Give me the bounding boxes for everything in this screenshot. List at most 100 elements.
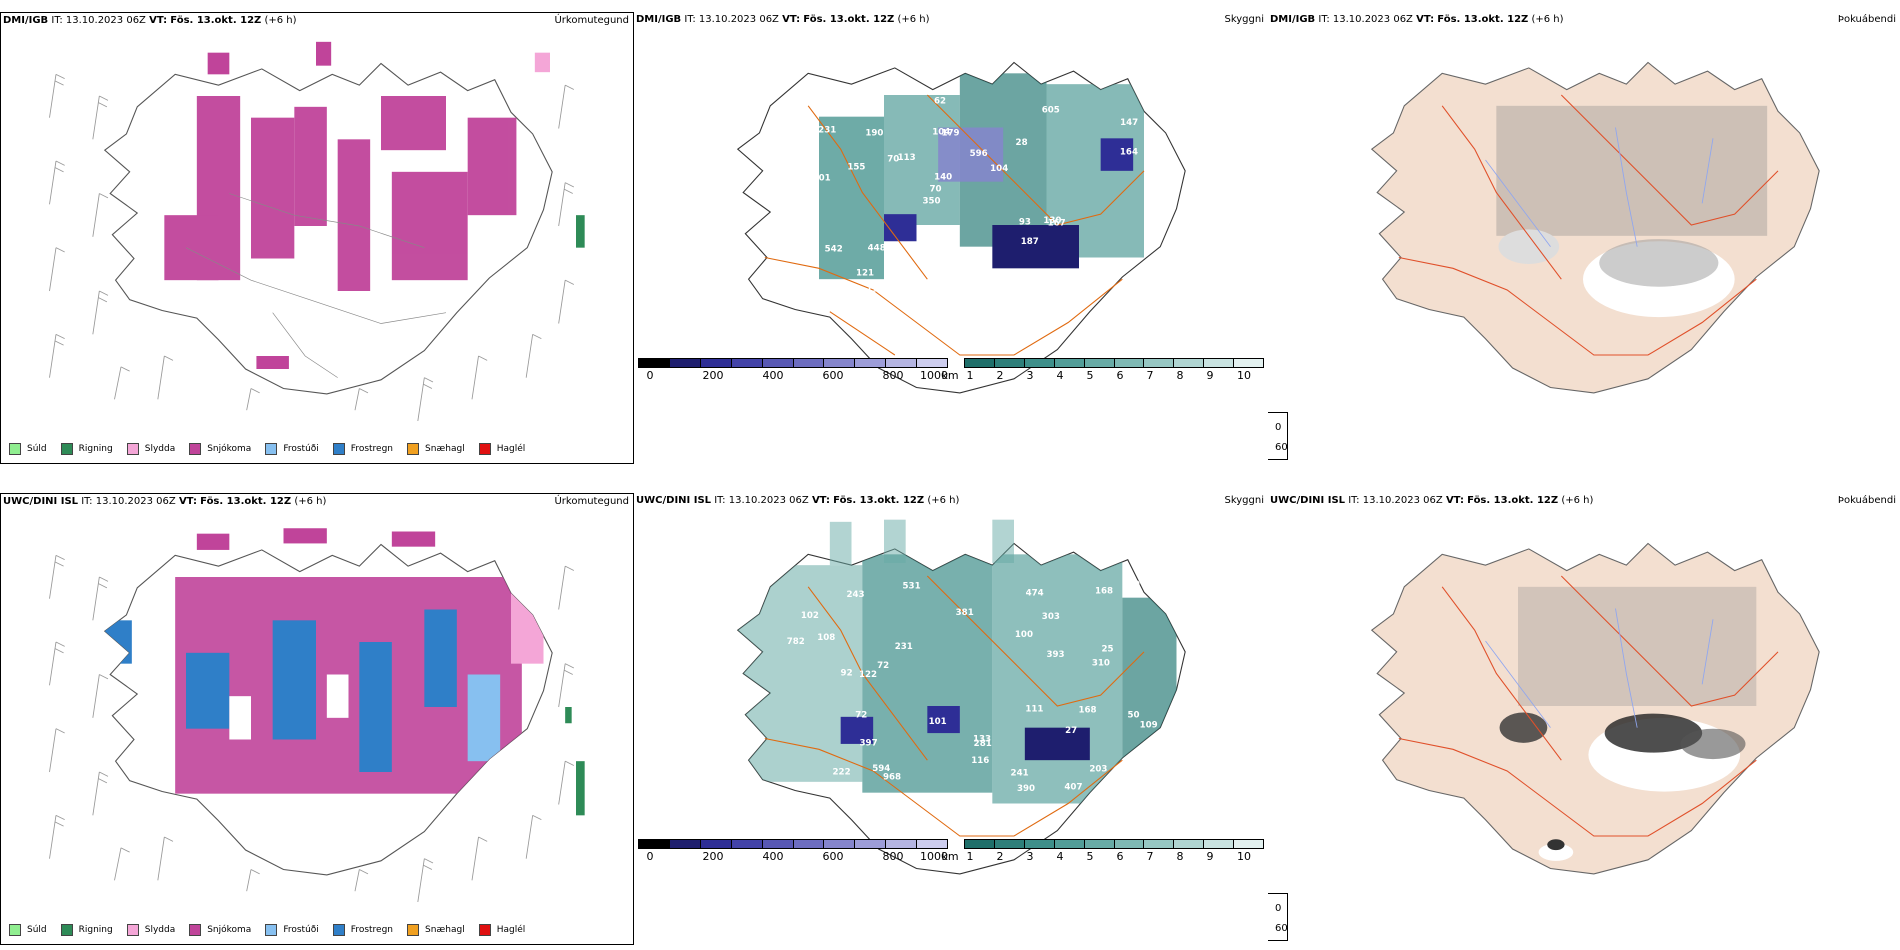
ceiling-value-label: 448 [868, 243, 886, 253]
colorbar-segment [886, 840, 918, 848]
legend-item: Snæhagl [407, 443, 465, 455]
ceiling-value-label: 243 [846, 590, 864, 600]
colorbar-segment [1204, 359, 1235, 367]
panel-header: UWC/DINI ISL IT: 13.10.2023 06Z VT: Fös.… [1270, 495, 1898, 509]
colorbar-segment [1024, 359, 1055, 367]
model-name: UWC/DINI ISL [3, 496, 79, 507]
legend-label: 60 [1275, 441, 1288, 453]
colorbar-segment [1084, 840, 1115, 848]
product-name: Úrkomutegund [554, 15, 629, 26]
ceiling-value-label: 25 [1101, 644, 1113, 654]
legend-item: Frostregn [332, 443, 394, 455]
legend-item: Slydda [126, 443, 175, 455]
legend-swatch [189, 924, 202, 936]
colorbar-segment [1204, 840, 1235, 848]
legend-label: Snjókoma [207, 925, 252, 935]
colorbar-segment [1144, 840, 1175, 848]
it-label: IT: [684, 14, 696, 25]
model-name: UWC/DINI ISL [1270, 495, 1346, 506]
tick-label: 5 [1086, 369, 1094, 382]
panel-header: UWC/DINI ISL IT: 13.10.2023 06Z VT: Fös.… [3, 496, 631, 510]
ceiling-value-label: 167 [1048, 219, 1066, 229]
colorbar-segment [762, 840, 794, 848]
legend-label: 60 [1275, 922, 1288, 934]
legend-label: Frostregn [350, 444, 394, 454]
colorbar-segment [639, 840, 670, 848]
visibility-unit: km [941, 850, 959, 863]
tick-label: 200 [702, 369, 724, 382]
product-name: Þokuábendi [1837, 495, 1896, 506]
lead-time: (+6 h) [264, 15, 297, 26]
panel-header: DMI/IGB IT: 13.10.2023 06Z VT: Fös. 13.o… [636, 14, 1266, 28]
panel-header: UWC/DINI ISL IT: 13.10.2023 06Z VT: Fös.… [636, 495, 1266, 509]
precip-type-legend: Súld Rigning Slydda Snjókoma Frostúði Fr… [9, 924, 539, 936]
init-time: 13.10.2023 06Z [1332, 14, 1413, 25]
ceiling-value-label: 247 [1084, 287, 1102, 297]
legend-item: Slydda [126, 924, 176, 936]
legend-item: Rigning [60, 443, 113, 455]
colorbar-segment [731, 840, 763, 848]
ceiling-value-label: 190 [865, 128, 883, 138]
lead-time: (+6 h) [1561, 495, 1594, 506]
tick-label: 1000 [920, 850, 948, 863]
valid-time: Fös. 13.okt. 12Z [833, 495, 925, 506]
legend-label: Haglél [496, 444, 526, 454]
legend-swatch [265, 443, 278, 455]
tick-label: 0 [646, 850, 654, 863]
tick-label: 8 [1176, 369, 1184, 382]
colorbar-segment [793, 359, 825, 367]
lead-time: (+6 h) [294, 496, 327, 507]
tick-label: 7 [1146, 369, 1154, 382]
model-name: UWC/DINI ISL [636, 495, 712, 506]
fog-legend: 0 60 [1268, 893, 1288, 941]
legend-swatch [60, 924, 73, 936]
legend-item: Súld [9, 924, 47, 936]
fog-legend-item: 60 [1268, 439, 1288, 455]
init-time: 13.10.2023 06Z [698, 14, 779, 25]
colorbar-segment [1234, 359, 1264, 367]
colorbar-segment [1174, 359, 1205, 367]
product-name: Úrkomutegund [554, 496, 629, 507]
ceiling-value-label: 72 [855, 711, 867, 721]
it-label: IT: [1318, 14, 1330, 25]
legend-item: Haglél [478, 924, 525, 936]
ceiling-value-label: 92 [841, 668, 853, 678]
ceiling-value-label: 104 [990, 164, 1008, 174]
tick-label: 800 [882, 369, 904, 382]
ceiling-value-label: 70 [930, 185, 942, 195]
fog-legend-item: 0 [1268, 900, 1281, 916]
ceiling-value-label: 28 [1016, 138, 1028, 148]
ceiling-value-label: 113 [898, 153, 916, 163]
ceiling-value-label: 79 [1128, 580, 1140, 590]
fog-legend: 0 60 [1268, 412, 1288, 460]
legend-label: 0 [1275, 902, 1282, 914]
tick-label: 3 [1026, 850, 1034, 863]
ceiling-value-label: 147 [1120, 118, 1138, 128]
vt-label: VT: [811, 495, 830, 506]
ceiling-value-label: 222 [833, 767, 851, 777]
legend-label: Snæhagl [425, 925, 465, 935]
colorbar-segment [855, 359, 887, 367]
ceiling-value-label: 121 [856, 269, 874, 279]
tick-label: 10 [1237, 850, 1251, 863]
legend-swatch [9, 924, 21, 936]
ceiling-value-label: 179 [941, 128, 959, 138]
valid-time: Fös. 13.okt. 12Z [803, 14, 895, 25]
colorbar-segment [1144, 359, 1175, 367]
ceiling-value-label: 203 [1089, 765, 1107, 775]
legend-swatch [332, 443, 345, 455]
valid-time: Fös. 13.okt. 12Z [170, 15, 262, 26]
legend-label: Snæhagl [425, 444, 465, 454]
ceiling-value-label: 92 [1136, 763, 1148, 773]
legend-item: Snæhagl [407, 924, 465, 936]
ceiling-value-label: 82 [797, 278, 809, 288]
colorbar-segment [669, 359, 701, 367]
legend-label: Frostregn [350, 925, 394, 935]
ceiling-value-label: 140 [934, 172, 952, 182]
map-iceland [49, 41, 585, 421]
colorbar-segment [1174, 840, 1205, 848]
legend-label: Slydda [144, 925, 176, 935]
it-label: IT: [51, 15, 63, 26]
ceiling-value-label: 70 [887, 155, 899, 165]
colorbar-segment [1054, 840, 1085, 848]
